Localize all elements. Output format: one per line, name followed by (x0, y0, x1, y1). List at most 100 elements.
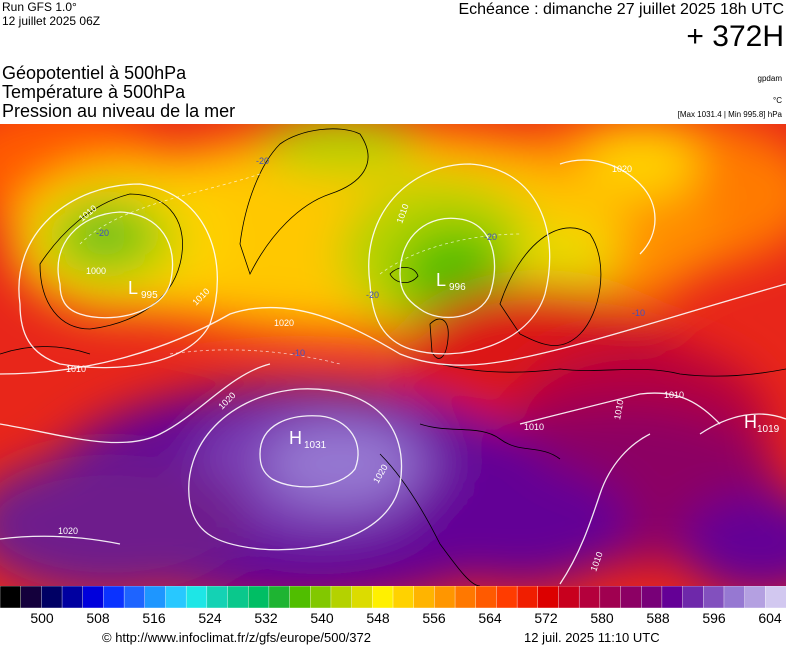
color-scale-swatch (413, 586, 436, 608)
coastline-greenland (239, 128, 369, 276)
isobar-1010-west (18, 183, 218, 369)
run-model-label: Run GFS 1.0° (2, 0, 77, 14)
color-scale-labels: 500 508 516 524 532 540 548 556 564 572 580 588 596 6… (0, 610, 786, 628)
color-scale-label: 500 (30, 610, 54, 626)
color-scale-swatch (289, 586, 311, 608)
color-scale-swatch (682, 586, 704, 608)
coastlines (0, 128, 786, 586)
isobar-low-west (57, 211, 174, 319)
color-scale-swatch (558, 586, 580, 608)
color-scale-label: 524 (198, 610, 222, 626)
color-scale-label: 564 (478, 610, 502, 626)
isobar-label: 1020 (612, 164, 632, 174)
color-scale-swatch (641, 586, 663, 608)
color-scale-swatch (20, 586, 43, 608)
color-scale-label: 572 (534, 610, 558, 626)
color-scale-label: 580 (590, 610, 614, 626)
coastline-newfoundland (0, 346, 91, 355)
isobar-1010-north (368, 163, 551, 355)
color-scale-label: 532 (254, 610, 278, 626)
geopotential-field (0, 124, 786, 586)
isobar-label: 1010 (664, 390, 684, 400)
map-title: Géopotentiel à 500hPa Température à 500h… (2, 64, 235, 121)
temp-label: -20 (256, 156, 269, 166)
isobar-1020-high (188, 388, 403, 551)
run-info: Run GFS 1.0° 12 juillet 2025 06Z (2, 0, 100, 28)
color-scale-swatch (144, 586, 167, 608)
coastline-mediterranean (419, 423, 561, 460)
high-atlantic-letter: H (289, 428, 302, 448)
isobar-label: 1020 (58, 526, 78, 536)
unit-geopotential: gpdam (757, 74, 782, 83)
color-scale-swatch (0, 586, 22, 608)
color-scale-swatch (516, 586, 539, 608)
temp-line-2 (379, 233, 521, 275)
color-scale-label: 516 (142, 610, 166, 626)
color-scale-swatch (434, 586, 456, 608)
color-scale-swatch (206, 586, 229, 608)
color-scale-swatch (248, 586, 270, 608)
title-line-pressure: Pression au niveau de la mer (2, 101, 236, 121)
isobar-low-north (399, 217, 496, 319)
isobars (0, 159, 786, 585)
color-scale-swatch (123, 586, 146, 608)
temp-line-3 (169, 349, 341, 365)
isobar-label: 1000 (86, 266, 106, 276)
isobar-1020-northeast (559, 159, 656, 255)
color-scale-swatch (165, 586, 187, 608)
color-scale-swatch (351, 586, 374, 608)
coastline-canada (39, 193, 183, 330)
coastline-africa (379, 453, 481, 586)
color-scale-swatch (185, 586, 208, 608)
isobar-high-east (699, 413, 786, 435)
temp-label: -10 (632, 308, 645, 318)
isobar-1020-band (0, 283, 786, 375)
color-scale-swatch (310, 586, 332, 608)
color-scale-swatch (703, 586, 725, 608)
color-scale-swatch (227, 586, 249, 608)
weather-map: L 995 L 996 H 1031 H 1019 1010 1000 1020… (0, 124, 786, 586)
color-scale-swatch (330, 586, 353, 608)
color-scale-swatch (268, 586, 291, 608)
color-scale-swatch (578, 586, 601, 608)
color-scale-label: 548 (366, 610, 390, 626)
temperature-lines (79, 173, 521, 365)
color-scale-swatch (599, 586, 622, 608)
color-scale-label: 604 (758, 610, 782, 626)
generated-timestamp: 12 juil. 2025 11:10 UTC (524, 630, 660, 645)
isobar-1010-south (559, 433, 651, 585)
color-scale-swatch (537, 586, 560, 608)
high-atlantic-value: 1031 (304, 440, 327, 451)
isobar-label: 1010 (524, 422, 544, 432)
color-scale-swatch (103, 586, 125, 608)
color-scale-label: 556 (422, 610, 446, 626)
color-scale-label: 508 (86, 610, 110, 626)
run-date-label: 12 juillet 2025 06Z (2, 14, 101, 28)
coastline-europe (439, 363, 786, 377)
color-scale-swatch (372, 586, 394, 608)
temp-label: -20 (366, 290, 379, 300)
color-scale-swatch (41, 586, 63, 608)
isobar-1020-southwest (0, 535, 121, 545)
temp-label: -20 (484, 232, 497, 242)
pressure-range: [Max 1031.4 | Min 995.8] hPa (677, 110, 782, 119)
isobar-label: 1010 (612, 399, 625, 420)
coastline-britain (429, 318, 449, 359)
isobar-1010-east (519, 392, 721, 425)
color-scale-label: 596 (702, 610, 726, 626)
color-scale-swatch (496, 586, 518, 608)
temp-label: -20 (96, 228, 109, 238)
temp-label: -10 (292, 348, 305, 358)
high-east-letter: H (744, 412, 757, 432)
color-scale-swatch (454, 586, 477, 608)
color-scale-swatch (392, 586, 415, 608)
color-scale-swatch (744, 586, 767, 608)
title-line-geopotential: Géopotentiel à 500hPa (2, 63, 187, 83)
isobar-1010-band (0, 363, 271, 444)
temperature-labels: -20 -20 -20 -20 -10 -10 (96, 156, 645, 358)
color-scale-swatch (661, 586, 684, 608)
low-west-value: 995 (141, 290, 158, 301)
color-scale-label: 540 (310, 610, 334, 626)
coastline-scandinavia (499, 227, 602, 346)
forecast-hour: + 372H (686, 20, 784, 53)
